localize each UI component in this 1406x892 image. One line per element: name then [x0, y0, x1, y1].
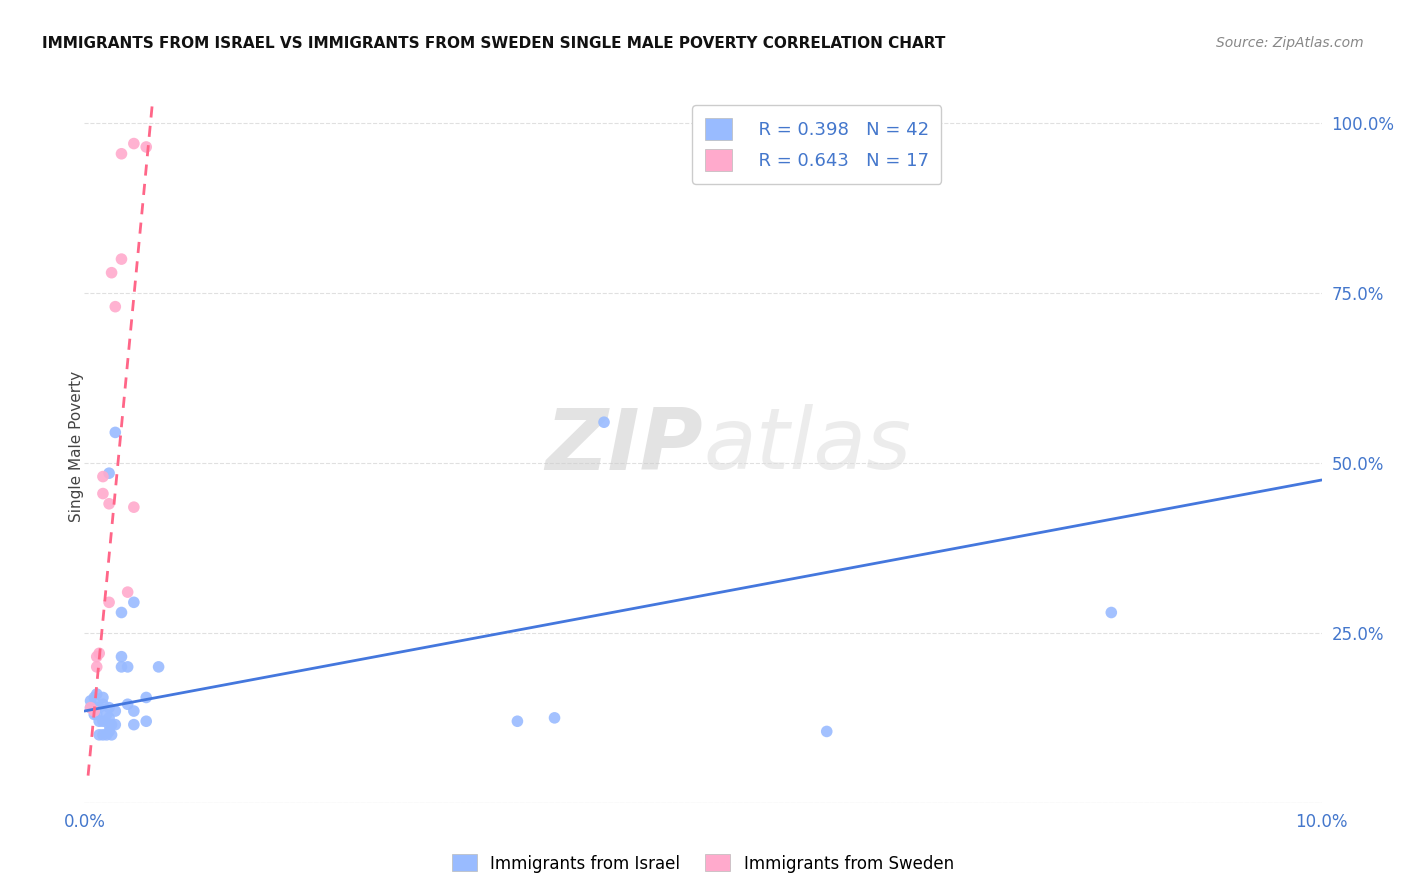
Point	[110, 252, 132, 266]
Point	[91, 714, 114, 729]
Legend:   R = 0.398   N = 42,   R = 0.643   N = 17: R = 0.398 N = 42, R = 0.643 N = 17	[693, 105, 942, 184]
Point	[83, 704, 105, 718]
Point	[122, 136, 145, 151]
Point	[110, 660, 132, 674]
Point	[98, 724, 121, 739]
Point	[122, 717, 145, 731]
Point	[79, 694, 101, 708]
Text: ZIP: ZIP	[546, 404, 703, 488]
Point	[89, 700, 111, 714]
Point	[91, 469, 114, 483]
Point	[98, 595, 121, 609]
Point	[98, 497, 121, 511]
Point	[91, 728, 114, 742]
Point	[104, 704, 127, 718]
Point	[91, 690, 114, 705]
Point	[135, 140, 157, 154]
Point	[104, 717, 127, 731]
Point	[815, 724, 838, 739]
Y-axis label: Single Male Poverty: Single Male Poverty	[69, 370, 83, 522]
Point	[135, 714, 157, 729]
Point	[86, 687, 108, 701]
Text: Source: ZipAtlas.com: Source: ZipAtlas.com	[1216, 36, 1364, 50]
Point	[98, 717, 121, 731]
Point	[543, 711, 565, 725]
Point	[86, 707, 108, 722]
Text: atlas: atlas	[703, 404, 911, 488]
Point	[96, 728, 118, 742]
Point	[100, 728, 122, 742]
Point	[86, 700, 108, 714]
Point	[122, 704, 145, 718]
Point	[79, 700, 101, 714]
Point	[104, 425, 127, 440]
Point	[117, 660, 139, 674]
Point	[593, 415, 616, 429]
Point	[117, 585, 139, 599]
Point	[110, 146, 132, 161]
Point	[135, 690, 157, 705]
Point	[117, 698, 139, 712]
Point	[89, 728, 111, 742]
Point	[110, 606, 132, 620]
Point	[86, 660, 108, 674]
Point	[98, 700, 121, 714]
Point	[98, 711, 121, 725]
Point	[100, 717, 122, 731]
Point	[89, 646, 111, 660]
Point	[506, 714, 529, 729]
Point	[122, 500, 145, 515]
Point	[98, 466, 121, 480]
Point	[83, 690, 105, 705]
Legend: Immigrants from Israel, Immigrants from Sweden: Immigrants from Israel, Immigrants from …	[446, 847, 960, 880]
Text: IMMIGRANTS FROM ISRAEL VS IMMIGRANTS FROM SWEDEN SINGLE MALE POVERTY CORRELATION: IMMIGRANTS FROM ISRAEL VS IMMIGRANTS FRO…	[42, 36, 946, 51]
Point	[86, 649, 108, 664]
Point	[100, 266, 122, 280]
Point	[148, 660, 170, 674]
Point	[79, 700, 101, 714]
Point	[122, 595, 145, 609]
Point	[1099, 606, 1122, 620]
Point	[89, 714, 111, 729]
Point	[110, 649, 132, 664]
Point	[96, 707, 118, 722]
Point	[104, 300, 127, 314]
Point	[91, 698, 114, 712]
Point	[83, 707, 105, 722]
Point	[91, 486, 114, 500]
